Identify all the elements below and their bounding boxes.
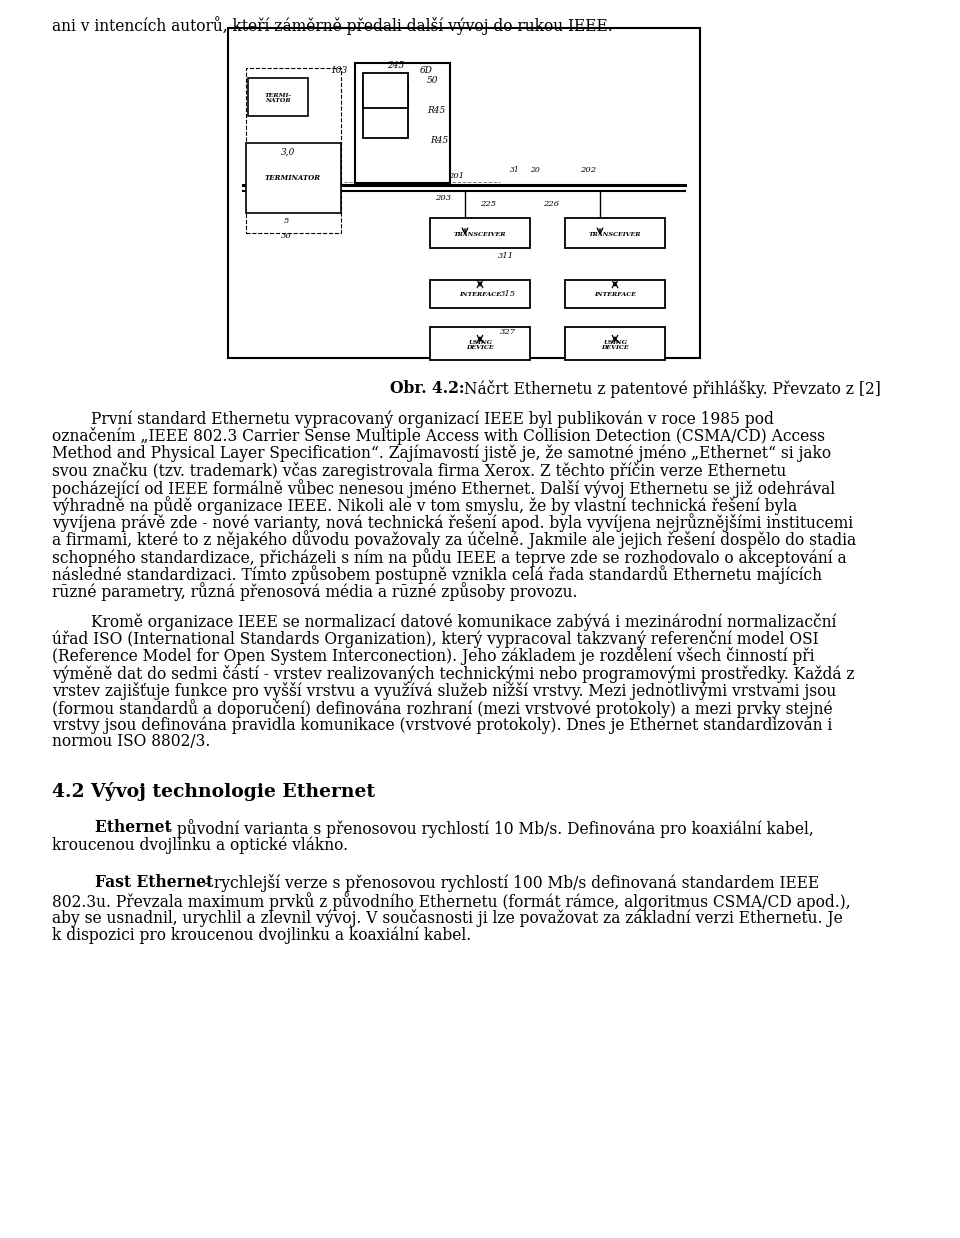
Text: 311: 311 [498,253,515,260]
Text: TRANSCEIVER: TRANSCEIVER [588,232,641,236]
Text: aby se usnadnil, urychlil a zlevnil vývoj. V současnosti ji lze považovat za zák: aby se usnadnil, urychlil a zlevnil vývo… [52,909,843,927]
Text: a firmami, které to z nějakého důvodu považovaly za účelné. Jakmile ale jejich ř: a firmami, které to z nějakého důvodu po… [52,530,856,550]
Text: 202: 202 [580,166,596,175]
Bar [355,63,450,183]
Text: 50: 50 [427,76,439,85]
Text: R45: R45 [430,136,448,145]
Text: 30: 30 [280,232,292,240]
Bar [565,218,665,248]
Text: 4.2 Vývoj technologie Ethernet: 4.2 Vývoj technologie Ethernet [52,781,375,801]
Text: označením „IEEE 802.3 Carrier Sense Multiple Access with Collision Detection (CS: označením „IEEE 802.3 Carrier Sense Mult… [52,427,825,446]
Text: 31: 31 [510,166,519,175]
Bar [430,218,530,248]
Text: úřad ISO (International Standards Organization), který vypracoval takzvaný refer: úřad ISO (International Standards Organi… [52,630,819,649]
Text: Obr. 4.2:: Obr. 4.2: [390,380,464,397]
Text: TERMI-
NATOR: TERMI- NATOR [265,93,292,104]
Text: (formou standardů a doporučení) definována rozhraní (mezi vrstvové protokoly) a : (formou standardů a doporučení) definová… [52,699,832,718]
Text: vrstvy jsou definována pravidla komunikace (vrstvové protokoly). Dnes je Etherne: vrstvy jsou definována pravidla komunika… [52,716,832,734]
Text: INTERFACE: INTERFACE [594,292,636,297]
Bar [565,327,665,360]
Text: 5: 5 [283,217,289,225]
Bar [430,327,530,360]
Text: výhradně na půdě organizace IEEE. Nikoli ale v tom smyslu, že by vlastní technic: výhradně na půdě organizace IEEE. Nikoli… [52,496,797,515]
Text: TERMINATOR: TERMINATOR [265,175,321,182]
Text: výměně dat do sedmi částí - vrstev realizovaných technickými nebo programovými p: výměně dat do sedmi částí - vrstev reali… [52,665,854,682]
Text: R45: R45 [427,106,445,115]
Text: - původní varianta s přenosovou rychlostí 10 Mb/s. Definována pro koaxiální kabe: - původní varianta s přenosovou rychlost… [162,820,814,838]
Text: Ethernet: Ethernet [52,820,172,837]
Text: Kromě organizace IEEE se normalizací datové komunikace zabývá i mezinárodní norm: Kromě organizace IEEE se normalizací dat… [52,613,836,631]
Text: k dispozici pro kroucenou dvojlinku a koaxiální kabel.: k dispozici pro kroucenou dvojlinku a ko… [52,926,471,943]
Text: následné standardizaci. Tímto způsobem postupně vznikla celá řada standardů Ethe: následné standardizaci. Tímto způsobem p… [52,565,822,583]
Text: pocházející od IEEE formálně vůbec nenesou jméno Ethernet. Další vývoj Ethernetu: pocházející od IEEE formálně vůbec nenes… [52,479,835,498]
Bar [248,78,308,116]
Text: (Reference Model for Open System Interconection). Jeho základem je rozdělení vše: (Reference Model for Open System Interco… [52,647,814,665]
Text: 20: 20 [530,166,540,175]
Text: 6D: 6D [420,66,433,76]
Text: 201: 201 [448,172,464,180]
Text: vrstev zajišťuje funkce pro vyšší vrstvu a využívá služeb nižší vrstvy. Mezi jed: vrstev zajišťuje funkce pro vyšší vrstvu… [52,682,836,699]
Text: svou značku (tzv. trademark) včas zaregistrovala firma Xerox. Z těchto příčin ve: svou značku (tzv. trademark) včas zaregi… [52,462,786,479]
Text: 802.3u. Převzala maximum prvků z původního Ethernetu (formát rámce, algoritmus C: 802.3u. Převzala maximum prvků z původní… [52,891,851,910]
Bar [565,280,665,308]
Bar [363,83,408,137]
Text: - rychlejší verze s přenosovou rychlostí 100 Mb/s definovaná standardem IEEE: - rychlejší verze s přenosovou rychlostí… [199,874,819,893]
Text: 3,0: 3,0 [281,149,295,157]
Text: Náčrt Ethernetu z patentové přihlášky. Převzato z [2]: Náčrt Ethernetu z patentové přihlášky. P… [464,380,881,397]
Text: kroucenou dvojlinku a optické vlákno.: kroucenou dvojlinku a optické vlákno. [52,837,348,854]
Bar [246,68,341,233]
Text: normou ISO 8802/3.: normou ISO 8802/3. [52,733,210,750]
Text: 225: 225 [480,201,496,208]
Text: ani v intencích autorů, kteří záměrně předali další vývoj do rukou IEEE.: ani v intencích autorů, kteří záměrně př… [52,16,612,35]
Text: 203: 203 [435,194,451,202]
Text: USING
DEVICE: USING DEVICE [601,339,629,350]
Text: 315: 315 [500,290,516,298]
Text: Method and Physical Layer Specification“. Zajímavostí jistě je, že samotné jméno: Method and Physical Layer Specification“… [52,444,831,462]
Text: schopného standardizace, přicházeli s ním na půdu IEEE a teprve zde se rozhodova: schopného standardizace, přicházeli s ní… [52,547,847,567]
Text: TRANSCEIVER: TRANSCEIVER [454,232,506,236]
Text: První standard Ethernetu vypracovaný organizací IEEE byl publikován v roce 1985 : První standard Ethernetu vypracovaný org… [52,410,774,427]
Bar [228,28,700,358]
Text: rūzné parametry, různá přenosová média a rūzné způsoby provozu.: rūzné parametry, různá přenosová média a… [52,582,578,600]
Text: 245: 245 [387,61,404,71]
Text: Fast Ethernet: Fast Ethernet [52,874,213,891]
Text: 327: 327 [500,328,516,335]
Text: 226: 226 [543,201,559,208]
Bar [246,144,341,213]
Text: vyvíjena právě zde - nové varianty, nová technická řešení apod. byla vyvíjena ne: vyvíjena právě zde - nové varianty, nová… [52,514,853,532]
Text: INTERFACE: INTERFACE [459,292,501,297]
Bar [363,73,408,108]
Text: USING
DEVICE: USING DEVICE [467,339,493,350]
Bar [430,280,530,308]
Text: 103: 103 [330,66,348,76]
